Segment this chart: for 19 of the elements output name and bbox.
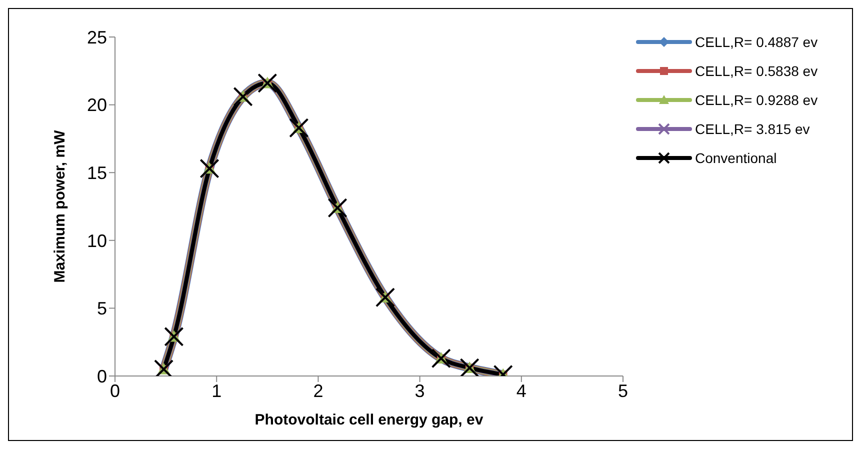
legend-label: CELL,R= 3.815 ev bbox=[695, 120, 810, 136]
y-tick-label: 25 bbox=[86, 27, 107, 48]
legend-label: CELL,R= 0.5838 ev bbox=[695, 62, 818, 78]
legend-label: CELL,R= 0.4887 ev bbox=[695, 34, 818, 50]
x-tick-label: 3 bbox=[414, 380, 425, 401]
y-tick-label: 10 bbox=[86, 230, 107, 251]
y-tick-label: 0 bbox=[96, 366, 107, 386]
x-tick-label: 4 bbox=[516, 380, 526, 401]
x-tick-label: 1 bbox=[212, 380, 222, 401]
y-tick-label: 5 bbox=[96, 298, 107, 319]
x-axis-title: Photovoltaic cell energy gap, ev bbox=[254, 412, 484, 429]
x-tick-label: 0 bbox=[110, 380, 120, 401]
x-tick-label: 5 bbox=[618, 380, 628, 401]
legend-label: CELL,R= 0.9288 ev bbox=[695, 92, 818, 108]
y-tick-label: 20 bbox=[86, 95, 107, 116]
x-tick-label: 2 bbox=[313, 380, 324, 401]
y-tick-label: 15 bbox=[86, 162, 107, 183]
legend-label: Conventional bbox=[695, 150, 777, 166]
y-axis-title: Maximum power, mW bbox=[51, 129, 68, 283]
